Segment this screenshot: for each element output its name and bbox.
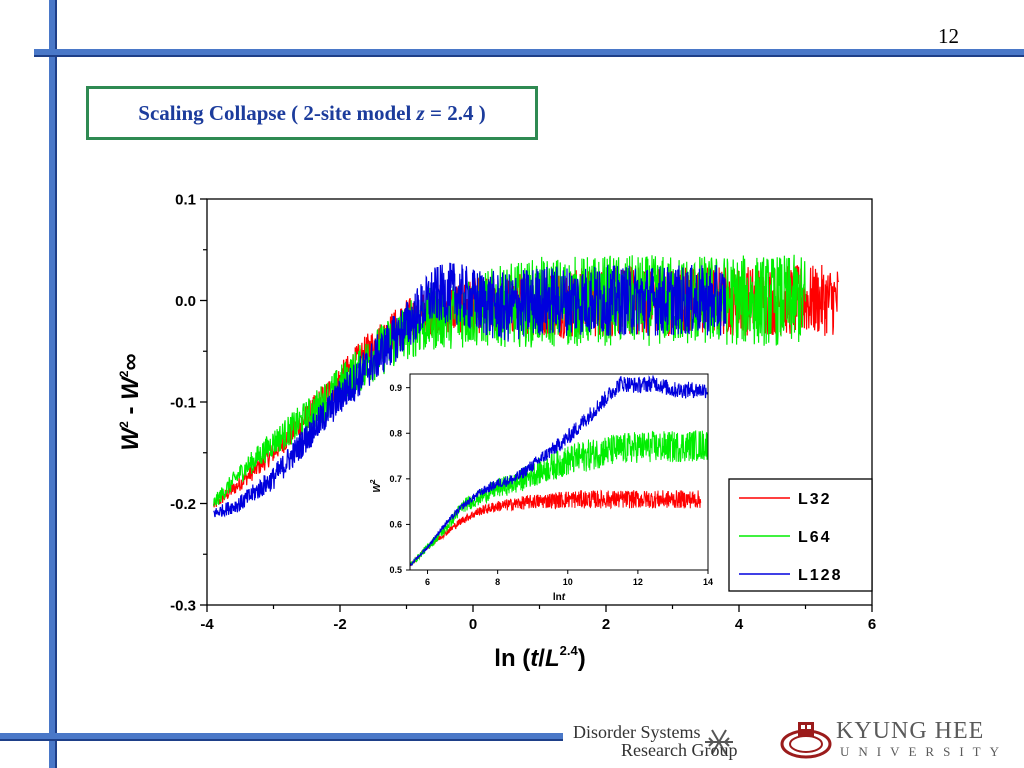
legend: L32 L64 L128: [728, 478, 873, 592]
x-tick-label: 6: [425, 577, 430, 587]
x-tick-label: -2: [333, 616, 346, 633]
snowflake-icon: [705, 729, 733, 755]
x-tick-label: 0: [469, 616, 477, 633]
university-emblem-icon: [780, 722, 832, 759]
series-L128-line: [409, 375, 709, 567]
series-L128-line: [213, 262, 727, 518]
legend-label-L128: L128: [798, 567, 842, 584]
left-accent-bar: [49, 0, 57, 768]
title-suffix: = 2.4 ): [424, 100, 486, 125]
x-tick-label: 8: [495, 577, 500, 587]
group-name-line2: Research Group: [621, 740, 738, 760]
x-tick-label: 12: [633, 577, 643, 587]
main-plot: -4 -2 0 2 4 6 0.1 0.0 -0.1 -0.2 -0.3 ln (t/L2.4) W2 …: [117, 191, 876, 672]
disorder-systems-logo: Disorder Systems Research Group: [571, 716, 771, 766]
top-accent-bar: [34, 49, 1024, 57]
university-name: KYUNG HEE: [836, 718, 985, 744]
y-tick-label: 0.0: [175, 293, 196, 310]
x-tick-label: 10: [563, 577, 573, 587]
legend-label-L32: L32: [798, 491, 832, 508]
plot-frame: [409, 373, 709, 571]
page-number: 12: [938, 24, 959, 48]
x-tick-label: -4: [200, 616, 214, 633]
bottom-accent-bar: [0, 733, 563, 741]
x-tick-label: 6: [868, 616, 876, 633]
y-tick-label: 0.8: [389, 428, 402, 438]
legend-label-L64: L64: [798, 529, 832, 546]
y-tick-label: 0.5: [389, 565, 402, 575]
y-tick-label: -0.2: [170, 496, 196, 513]
x-tick-label: 14: [703, 577, 713, 587]
kyung-hee-logo: KYUNG HEE UNIVERSITY: [780, 718, 1020, 766]
y-tick-label: 0.6: [389, 520, 402, 530]
title-prefix: Scaling Collapse ( 2-site model: [138, 100, 417, 125]
group-name-line1: Disorder Systems: [573, 722, 701, 742]
university-subtitle: UNIVERSITY: [840, 744, 1008, 759]
x-tick-label: 4: [735, 616, 744, 633]
y-tick-label: -0.3: [170, 597, 196, 614]
inset-y-axis-label: W2: [370, 479, 383, 492]
title-variable: z: [416, 100, 425, 125]
y-tick-label: 0.9: [389, 383, 402, 393]
inset-x-axis-label: lnt: [553, 592, 566, 603]
x-axis-label: ln (t/L2.4): [494, 643, 585, 672]
slide-title: Scaling Collapse ( 2-site model z = 2.4 …: [138, 101, 485, 126]
series-L32-line: [409, 489, 702, 567]
y-tick-label: 0.1: [175, 191, 196, 208]
inset-plot: 6 8 10 12 14 0.9 0.8 0.7 0.6 0.5 lnt W2: [370, 373, 713, 603]
y-tick-label: -0.1: [170, 394, 196, 411]
slide-title-box: Scaling Collapse ( 2-site model z = 2.4 …: [86, 86, 538, 140]
y-tick-label: 0.7: [389, 474, 402, 484]
y-axis-label: W2 - W2∞: [117, 353, 144, 450]
x-tick-label: 2: [602, 616, 610, 633]
